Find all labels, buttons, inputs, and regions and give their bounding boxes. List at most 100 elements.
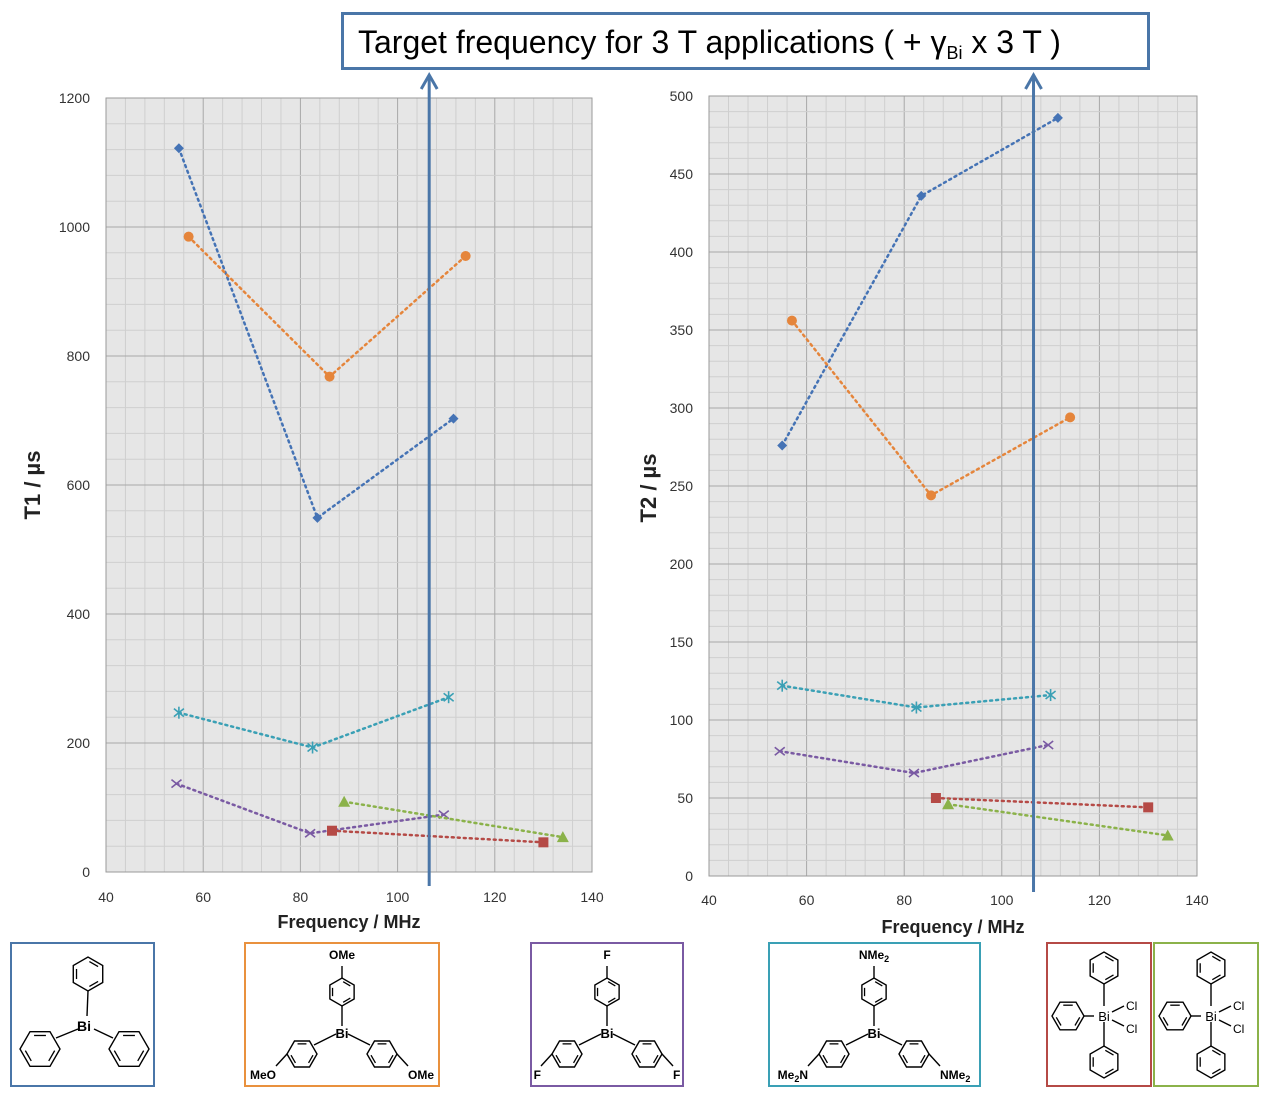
series-line (330, 829, 545, 844)
bond-line (86, 990, 89, 1017)
dimethylamino-label-left: Me2N (778, 1068, 808, 1084)
methoxy-structure: Bi OMe MeO OMe (250, 948, 434, 1082)
title-box: Target frequency for 3 T applications ( … (341, 12, 1150, 70)
y-tick-label: 200 (67, 735, 91, 751)
series-square (930, 793, 1154, 813)
series-circle (786, 315, 1076, 501)
chlorine-label: Cl (1126, 999, 1137, 1013)
bond-line (928, 1053, 941, 1067)
struct-box-dichloride-green: Bi Cl Cl (1153, 942, 1259, 1087)
bismuth-atom-label: Bi (336, 1026, 349, 1041)
x-tick-label: 60 (799, 892, 815, 908)
bismuth-atom-label: Bi (868, 1026, 881, 1041)
data-point-circle (183, 231, 194, 242)
data-point-x (1042, 740, 1054, 750)
x-tick-label: 120 (1088, 892, 1112, 908)
bond-line (1111, 1019, 1125, 1027)
series-line (778, 743, 1050, 775)
bond-line (1111, 1005, 1125, 1013)
dichloride-red-structure: Bi Cl Cl (1051, 951, 1137, 1079)
benzene-ring-icon (898, 1040, 930, 1068)
data-point-diamond (1052, 112, 1063, 123)
bond-line (347, 1033, 371, 1046)
data-point-x (908, 768, 920, 778)
data-point-circle (1065, 412, 1076, 423)
y-tick-label: 300 (670, 400, 694, 416)
arrow-head-icon (1024, 71, 1043, 90)
data-point-star (443, 691, 455, 704)
data-point-x (170, 779, 182, 789)
y-tick-label: 400 (67, 606, 91, 622)
y-tick-label: 50 (677, 790, 693, 806)
data-point-diamond (916, 190, 927, 201)
data-point-square (326, 825, 337, 836)
series-x (774, 740, 1054, 778)
benzene-ring-icon (72, 956, 104, 992)
bond-line (578, 1033, 602, 1046)
data-point-square (930, 793, 941, 803)
bond-line (93, 1028, 114, 1039)
data-point-diamond (448, 413, 459, 424)
data-point-diamond (173, 143, 184, 154)
bond-line (275, 1053, 288, 1067)
benzene-ring-icon (1051, 1001, 1085, 1031)
x-tick-label: 80 (896, 892, 912, 908)
bond-line (1218, 1019, 1232, 1027)
methoxy-label-top: OMe (329, 948, 355, 962)
arrow-head-icon (419, 71, 439, 90)
struct-box-triphenylbismuth: Bi (10, 942, 155, 1087)
y-tick-label: 500 (670, 88, 694, 104)
benzene-ring-icon (108, 1030, 150, 1068)
x-tick-label: 80 (293, 889, 309, 905)
plot-border (708, 95, 1198, 877)
title-tail: x 3 T ) (962, 24, 1061, 60)
series-triangle (338, 795, 569, 843)
y-tick-label: 1000 (59, 219, 90, 235)
bond-line (396, 1053, 409, 1067)
series-star (173, 691, 455, 754)
series-line (946, 802, 1169, 837)
target-lines (419, 71, 1043, 892)
bismuth-atom-label: Bi (1098, 1009, 1110, 1024)
y-tick-label: 400 (670, 244, 694, 260)
bond-line (879, 1033, 903, 1046)
x-axis-label: Frequency / MHz (881, 917, 1024, 937)
title-text: Target frequency for 3 T applications ( … (358, 24, 1061, 64)
benzene-ring-icon (631, 1040, 663, 1068)
dimethylamino-structure: Bi NMe2 Me2N NMe2 (778, 948, 971, 1084)
series-square (326, 825, 549, 848)
benzene-ring-icon (1196, 1045, 1226, 1079)
y-axis-label: T1 / µs (20, 451, 45, 520)
data-point-triangle (338, 795, 351, 807)
y-tick-label: 800 (67, 348, 91, 364)
fluoro-structure: Bi F F F (534, 948, 681, 1082)
methoxy-label-left: MeO (250, 1068, 276, 1082)
methoxy-label-right: OMe (408, 1068, 434, 1082)
fluoro-label-right: F (673, 1068, 680, 1082)
data-point-circle (324, 371, 335, 382)
bismuth-atom-label: Bi (77, 1018, 91, 1034)
x-axis-label: Frequency / MHz (277, 912, 420, 932)
series-line (342, 800, 565, 839)
y-tick-label: 0 (82, 864, 90, 880)
y-tick-label: 450 (670, 166, 694, 182)
data-point-x (774, 746, 786, 756)
benzene-ring-icon (286, 1040, 318, 1068)
bond-line (540, 1053, 553, 1067)
data-point-star (173, 706, 185, 719)
struct-box-fluoro: Bi F F F (530, 942, 684, 1087)
x-tick-label: 140 (1185, 892, 1209, 908)
benzene-ring-icon (366, 1040, 398, 1068)
benzene-ring-icon (818, 1040, 850, 1068)
dimethylamino-label-right: NMe2 (940, 1068, 970, 1084)
chlorine-label: Cl (1233, 1022, 1244, 1036)
bond-line (612, 1033, 636, 1046)
series-triangle (942, 798, 1174, 841)
bond-line (1218, 1005, 1232, 1013)
data-point-triangle (942, 798, 955, 810)
data-point-square (1143, 802, 1154, 813)
fluoro-label-top: F (603, 948, 610, 962)
data-point-star (1045, 689, 1057, 702)
triphenylbismuth-structure: Bi (19, 956, 150, 1068)
